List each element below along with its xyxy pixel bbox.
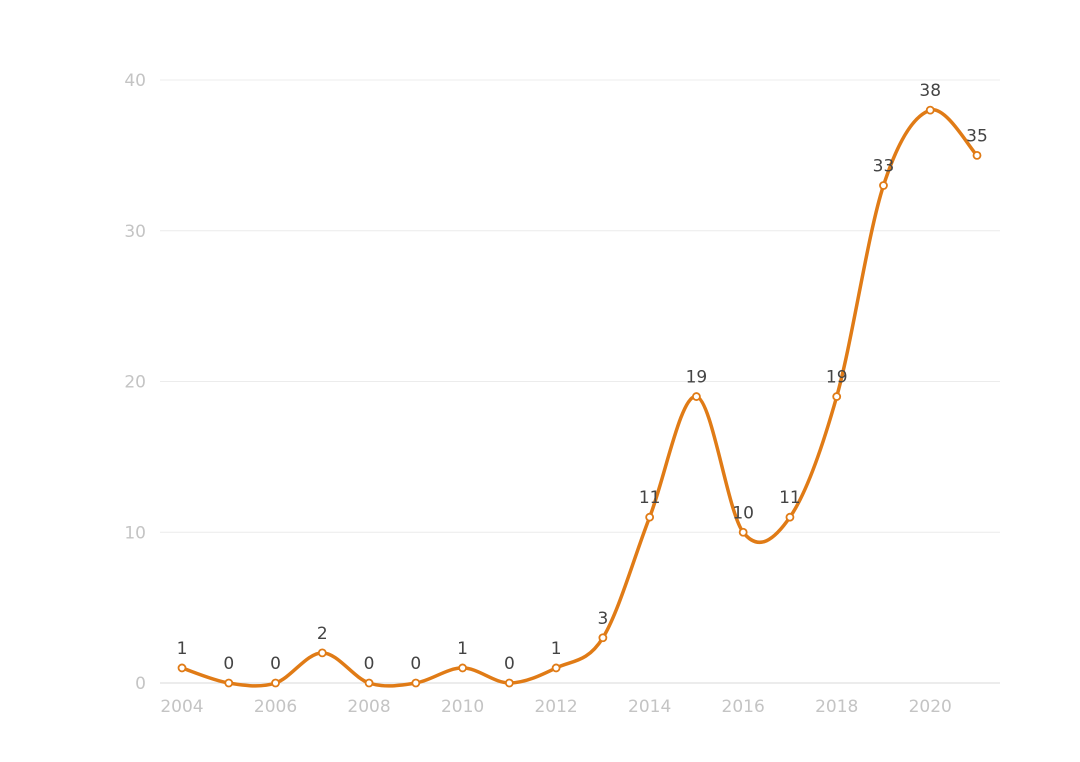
data-label: 33 [873, 157, 895, 177]
series-line [180, 108, 979, 688]
data-label: 1 [551, 639, 562, 659]
series-layer [180, 108, 979, 688]
data-point[interactable] [785, 512, 795, 522]
y-tick-label: 0 [135, 674, 146, 694]
data-point[interactable] [364, 678, 374, 688]
data-point[interactable] [551, 663, 561, 673]
data-label: 2 [317, 624, 328, 644]
data-label: 1 [457, 639, 468, 659]
data-label: 35 [966, 126, 988, 146]
x-axis-tick-labels: 2004 2006 2008 2010 2012 2014 2016 2018 2020 [160, 697, 952, 717]
y-tick-label: 20 [124, 373, 146, 393]
data-point[interactable] [177, 663, 187, 673]
data-point[interactable] [458, 663, 467, 673]
data-label: 0 [270, 654, 281, 674]
data-label: 38 [919, 81, 941, 101]
data-label: 0 [504, 654, 515, 674]
data-point[interactable] [738, 527, 748, 537]
data-label: 19 [686, 368, 708, 388]
data-point[interactable] [598, 633, 608, 643]
data-label: 1 [177, 639, 188, 659]
data-point[interactable] [832, 392, 842, 401]
data-point[interactable] [972, 150, 982, 160]
data-points [177, 105, 982, 688]
data-label: 11 [639, 488, 661, 508]
x-tick-label: 2008 [347, 697, 390, 717]
data-point[interactable] [411, 678, 421, 688]
data-label: 0 [410, 654, 421, 674]
data-point[interactable] [271, 678, 280, 688]
x-tick-label: 2016 [722, 697, 765, 717]
x-tick-label: 2012 [534, 697, 577, 717]
y-tick-label: 30 [124, 222, 146, 242]
x-tick-label: 2004 [160, 697, 203, 717]
data-label: 3 [597, 609, 608, 629]
data-point[interactable] [317, 648, 327, 658]
x-tick-label: 2014 [628, 697, 671, 717]
data-label: 19 [826, 368, 848, 388]
data-label: 0 [223, 654, 234, 674]
y-tick-label: 10 [124, 523, 146, 543]
x-tick-label: 2010 [441, 697, 484, 717]
x-tick-label: 2018 [815, 697, 858, 717]
grid-lines [160, 79, 1000, 684]
data-point[interactable] [645, 512, 655, 522]
y-tick-label: 40 [124, 71, 146, 91]
x-tick-label: 2006 [254, 697, 297, 717]
data-point[interactable] [692, 392, 701, 401]
data-label: 0 [364, 654, 375, 674]
data-point[interactable] [925, 105, 935, 115]
data-point[interactable] [504, 678, 514, 688]
data-label: 10 [732, 503, 754, 523]
data-label: 11 [779, 488, 801, 508]
x-tick-label: 2020 [909, 697, 952, 717]
data-point[interactable] [879, 181, 888, 190]
y-axis-tick-labels: 0 10 20 30 40 [124, 71, 146, 694]
data-point[interactable] [224, 678, 234, 688]
